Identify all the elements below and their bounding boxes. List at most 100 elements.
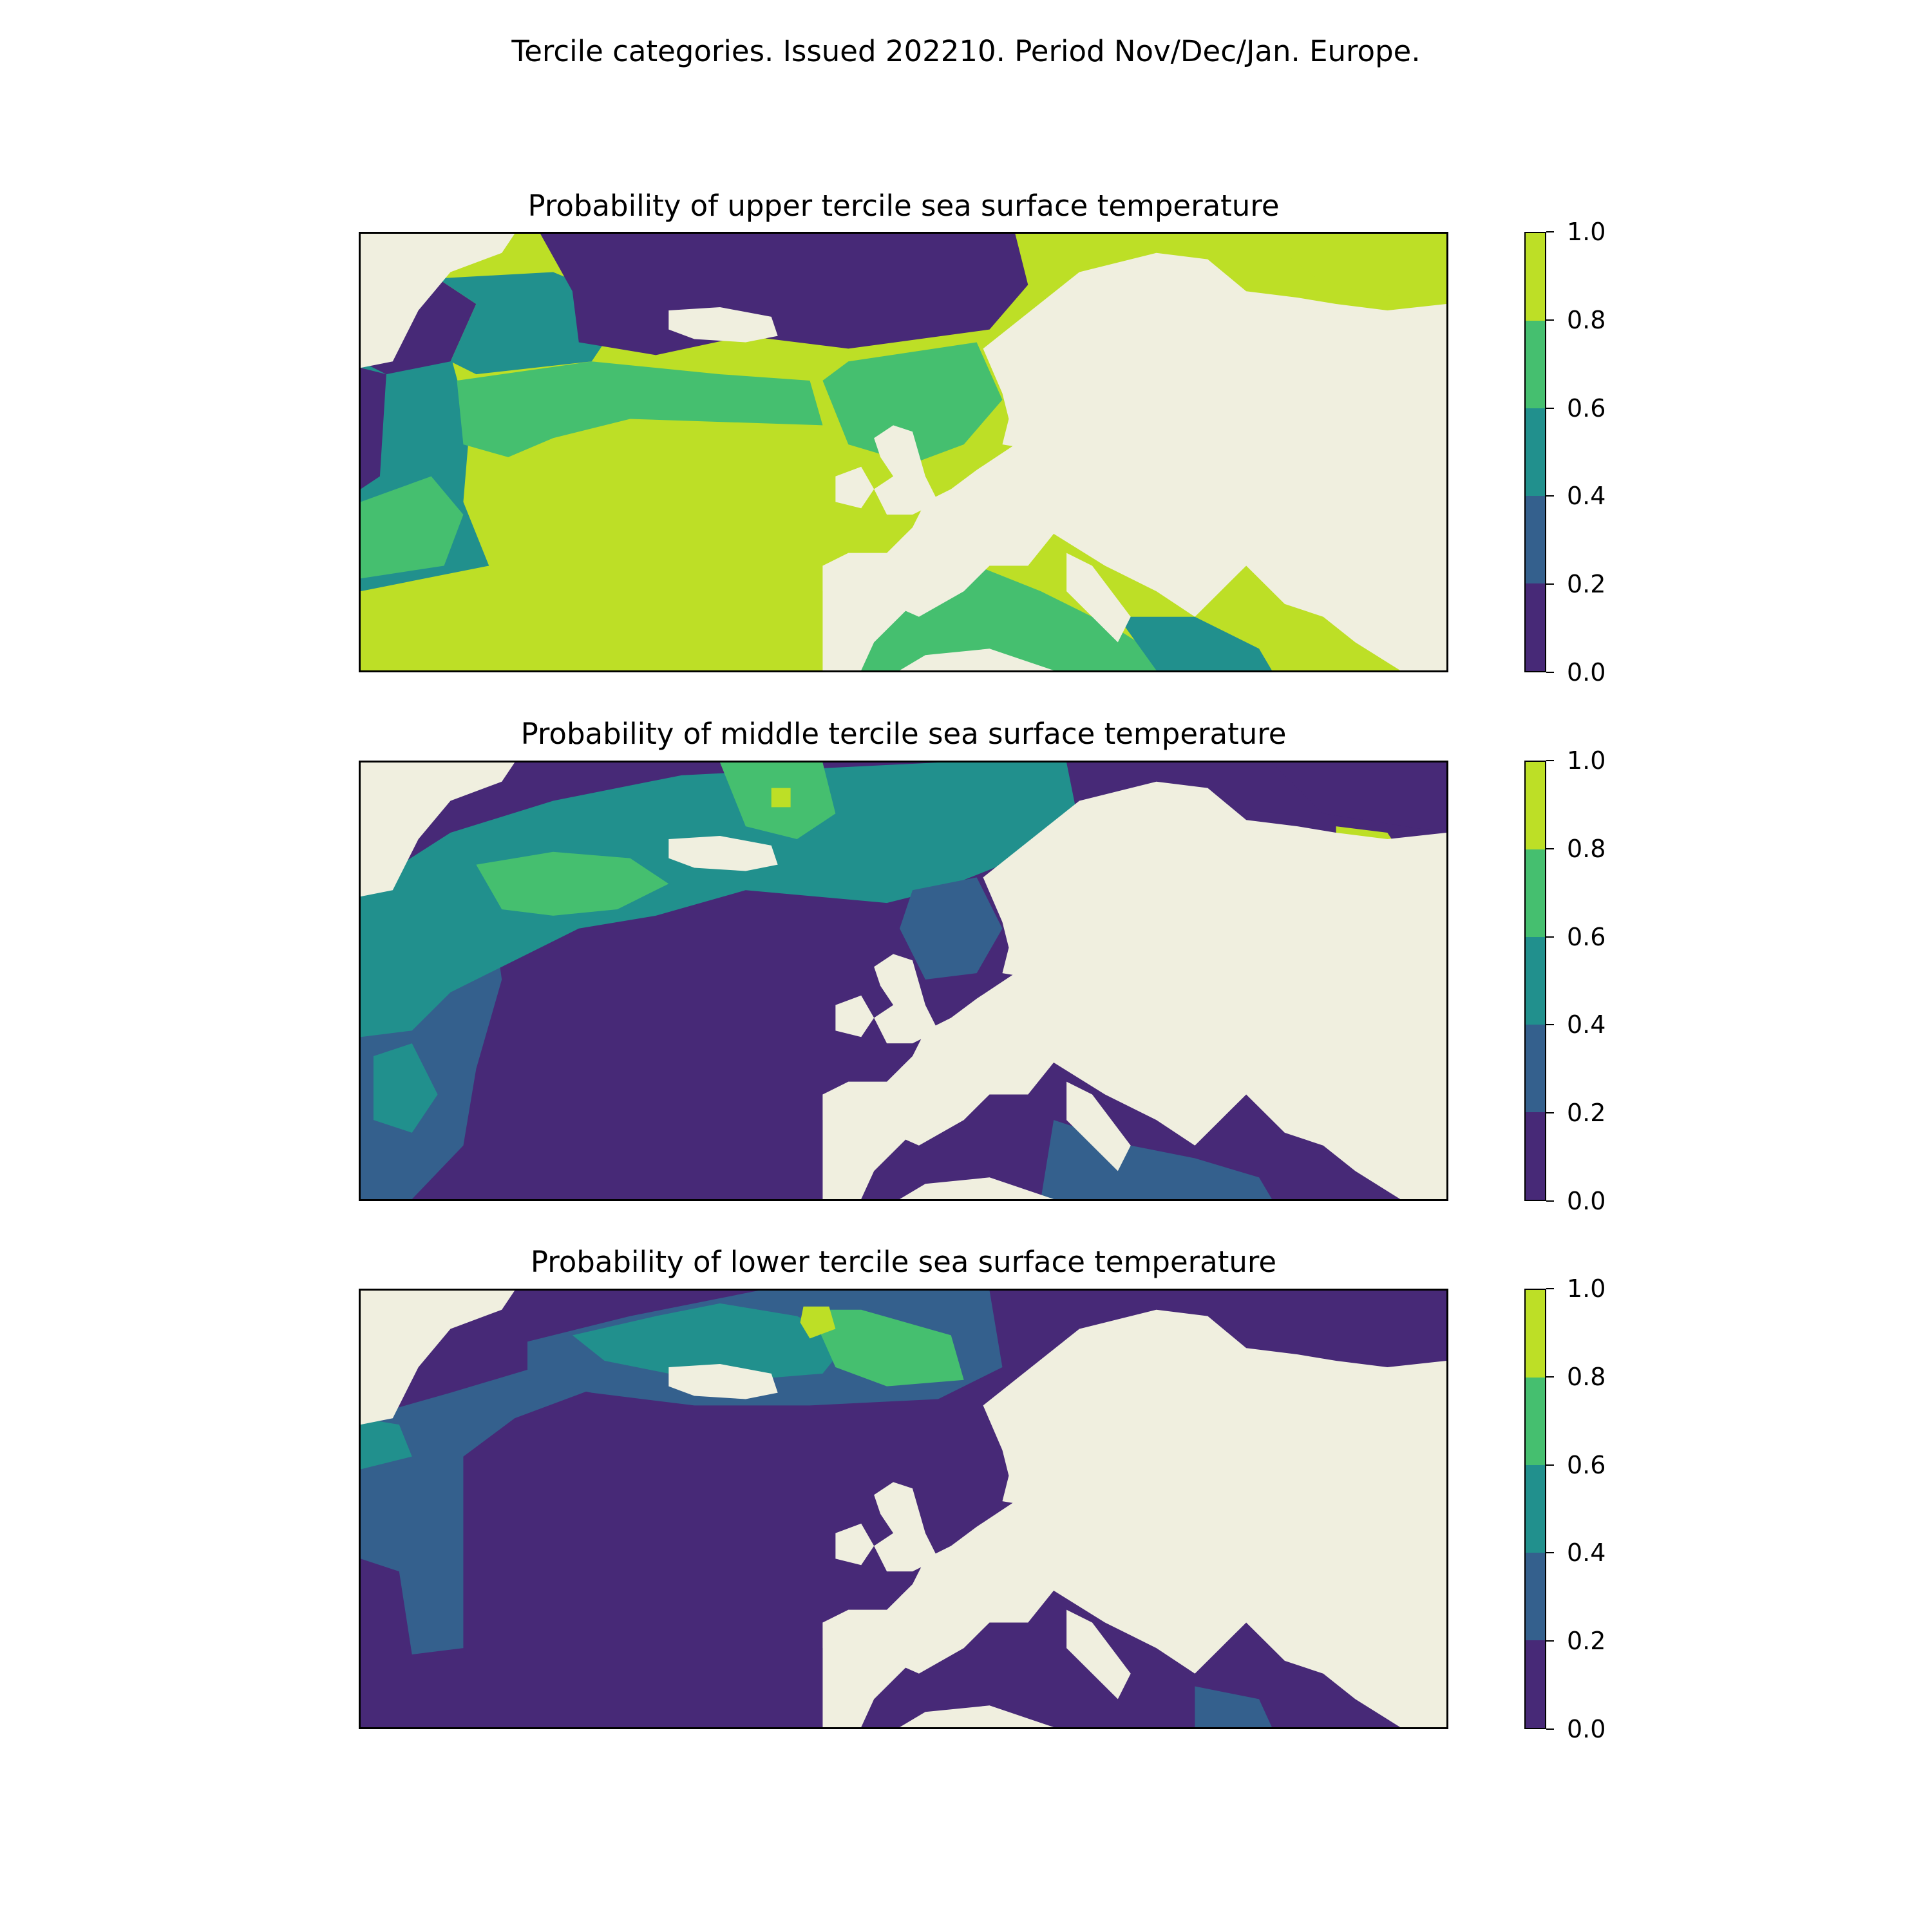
colorbar-tick-label: 0.2 <box>1567 1099 1606 1128</box>
colorbar-segment <box>1526 321 1545 408</box>
colorbar-tick-label: 0.4 <box>1567 482 1606 511</box>
figure-title: Tercile categories. Issued 202210. Perio… <box>511 34 1421 68</box>
land-north-africa <box>900 1705 1054 1727</box>
colorbar-tick-label: 0.0 <box>1567 658 1606 687</box>
colorbar-tick <box>1546 1640 1554 1642</box>
region-north-sea <box>822 342 1003 464</box>
land-north-africa <box>900 1177 1054 1199</box>
land-europe <box>822 252 1446 670</box>
land-ireland <box>835 995 875 1037</box>
colorbar-tick <box>1546 407 1554 409</box>
land-italy <box>1066 553 1131 643</box>
colorbar-tick <box>1546 1376 1554 1378</box>
land-greenland <box>361 762 515 897</box>
colorbar-tick-label: 0.0 <box>1567 1715 1606 1743</box>
colorbar-tick <box>1546 848 1554 849</box>
region-north-atlantic-band <box>457 361 823 457</box>
colorbar-segment <box>1526 937 1545 1025</box>
land-iceland <box>668 307 778 343</box>
land-great-britain <box>874 1482 938 1572</box>
map-upper <box>359 232 1448 672</box>
colorbar-tick <box>1546 231 1554 232</box>
colorbar-tick <box>1546 583 1554 585</box>
region-iceland-green <box>572 1303 849 1380</box>
colorbar-segment <box>1526 1025 1545 1112</box>
colorbar-tick-label: 0.0 <box>1567 1187 1606 1215</box>
colorbar-tick <box>1546 1288 1554 1289</box>
colorbar-tick <box>1546 936 1554 938</box>
map-lower <box>359 1289 1448 1729</box>
land <box>361 762 1446 1199</box>
colorbar-segment <box>1526 849 1545 937</box>
region-subtropical-band <box>361 476 464 579</box>
land-greenland <box>361 234 515 368</box>
panel-title-upper: Probability of upper tercile sea surface… <box>527 189 1280 223</box>
region-norwegian-sea <box>540 234 1028 355</box>
colorbar-segment <box>1526 1465 1545 1553</box>
panel-title-lower: Probability of lower tercile sea surface… <box>530 1245 1277 1279</box>
region-north-atlantic-band <box>361 762 1080 1037</box>
land-iberia <box>822 1609 925 1727</box>
map-upper-svg <box>361 234 1446 670</box>
region-west-patch <box>361 1418 412 1470</box>
colorbar-segment <box>1526 408 1545 496</box>
colorbar-tick-label: 0.4 <box>1567 1539 1606 1567</box>
colorbar-segment <box>1526 233 1545 321</box>
colorbar-tick-label: 0.6 <box>1567 922 1606 951</box>
colorbar-tick-label: 0.6 <box>1567 1450 1606 1479</box>
colorbar-tick-label: 0.8 <box>1567 305 1606 334</box>
colorbar-segment <box>1526 1378 1545 1465</box>
land-great-britain <box>874 425 938 515</box>
colorbar-tick <box>1546 672 1554 673</box>
colorbar-segment <box>1526 1112 1545 1200</box>
land-europe <box>822 1309 1446 1727</box>
land-iceland <box>668 835 778 871</box>
region-barents-sea <box>1284 234 1446 305</box>
colorbar-tick <box>1546 1024 1554 1026</box>
land-ireland <box>835 1523 875 1566</box>
colorbar-tick <box>1546 1112 1554 1114</box>
colorbar-tick-label: 0.2 <box>1567 1627 1606 1656</box>
region-north-sea <box>900 877 1003 980</box>
land <box>361 1291 1446 1727</box>
colorbar-segment <box>1526 1553 1545 1640</box>
region-hotspot <box>771 788 791 808</box>
colorbar-tick <box>1546 1200 1554 1202</box>
map-lower-svg <box>361 1291 1446 1727</box>
colorbar-upper <box>1524 232 1546 672</box>
colorbar-tick <box>1546 760 1554 761</box>
colorbar-tick <box>1546 1552 1554 1554</box>
region-west-atlantic-edge <box>361 1354 618 1654</box>
colorbar-tick <box>1546 1464 1554 1466</box>
map-middle <box>359 761 1448 1201</box>
colorbar-tick-label: 0.8 <box>1567 1362 1606 1391</box>
land-iberia <box>822 1081 925 1199</box>
colorbar-middle <box>1524 761 1546 1201</box>
region-west-patch <box>373 1043 438 1133</box>
land-europe <box>822 781 1446 1199</box>
region-eastern-mediterranean <box>1117 616 1272 670</box>
region-west-atlantic-dark <box>361 368 386 489</box>
panel-title-middle: Probability of middle tercile sea surfac… <box>520 717 1287 751</box>
region-north-of-iceland <box>810 1309 964 1387</box>
land-ireland <box>835 466 875 509</box>
land-italy <box>1066 1081 1131 1171</box>
colorbar-tick-label: 0.4 <box>1567 1010 1606 1039</box>
land-great-britain <box>874 954 938 1044</box>
colorbar-tick <box>1546 1728 1554 1730</box>
land <box>361 234 1446 670</box>
colorbar-tick-label: 0.8 <box>1567 834 1606 863</box>
colorbar-tick-label: 1.0 <box>1567 218 1606 246</box>
colorbar-tick-label: 0.2 <box>1567 570 1606 599</box>
colorbar-segment <box>1526 583 1545 671</box>
land-iberia <box>822 553 925 670</box>
colorbar-segment <box>1526 1640 1545 1728</box>
land-greenland <box>361 1291 515 1425</box>
colorbar-tick-label: 1.0 <box>1567 746 1606 775</box>
colorbar-segment <box>1526 762 1545 849</box>
region-barents-sea <box>1271 762 1446 833</box>
colorbar-tick-label: 0.6 <box>1567 393 1606 422</box>
colorbar-tick <box>1546 319 1554 321</box>
region-jan-mayen <box>800 1306 836 1339</box>
colorbar-segment <box>1526 496 1545 583</box>
